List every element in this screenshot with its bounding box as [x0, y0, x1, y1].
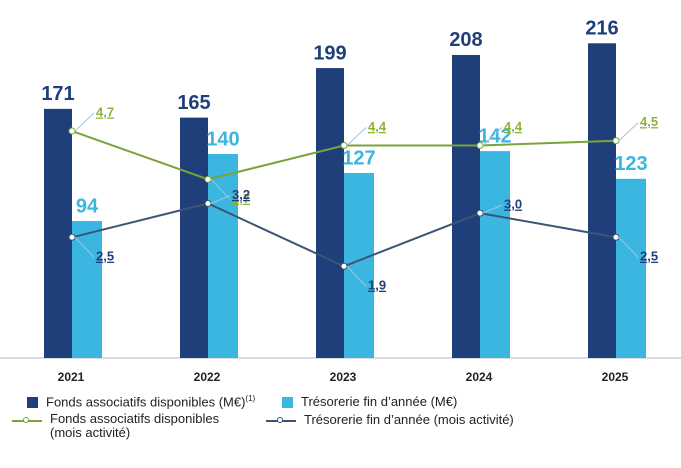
chart: 2021 2022 2023 2024 2025 171 165 199 208 216 94 140…: [0, 18, 681, 384]
legend-item: Fonds associatifs disponibles (mois acti…: [12, 412, 252, 440]
x-tick-label: 2024: [466, 370, 493, 384]
line-data-label: 4,5: [640, 114, 658, 129]
leader-line: [74, 236, 95, 258]
legend-item: Trésorerie fin d’année (mois activité): [266, 412, 514, 427]
leader-line: [210, 178, 231, 200]
data-label: 208: [449, 29, 482, 51]
bar: [588, 43, 616, 359]
leader-line: [210, 195, 231, 204]
line-data-label: 3,0: [504, 197, 522, 212]
bar: [208, 154, 238, 358]
x-tick-label: 2022: [194, 370, 221, 384]
legend-swatch: [27, 397, 38, 408]
bar: [72, 221, 102, 358]
legend-label: Fonds associatifs disponibles (M€)(1): [46, 394, 255, 409]
legend-text: Fonds associatifs disponibles (M€): [46, 394, 246, 410]
leader-line: [482, 127, 503, 146]
line-point: [68, 127, 76, 135]
legend-line: [266, 417, 296, 423]
line-data-label: 2,5: [640, 249, 658, 264]
data-label: 94: [76, 195, 99, 217]
footnote-marker: (1): [245, 394, 256, 403]
legend: Fonds associatifs disponibles (M€)(1) Tr…: [0, 384, 681, 468]
line-data-label: 2,5: [96, 249, 114, 264]
bar: [44, 108, 72, 358]
line-point: [340, 142, 348, 150]
bar: [316, 68, 344, 359]
legend-line: [12, 417, 42, 423]
line-point: [204, 175, 212, 183]
line-point: [476, 142, 484, 150]
data-label: 165: [177, 92, 210, 114]
leader-line: [618, 122, 639, 142]
line-point: [612, 233, 620, 241]
data-label: 123: [614, 153, 647, 175]
legend-item: Trésorerie fin d’année (M€): [282, 394, 457, 409]
legend-swatch: [282, 397, 293, 408]
line-data-label: 4,7: [96, 104, 114, 119]
bar: [344, 172, 374, 358]
x-tick-label: 2025: [602, 370, 629, 384]
legend-item: Fonds associatifs disponibles (M€)(1): [27, 394, 255, 409]
data-label: 127: [342, 147, 375, 169]
bar: [180, 117, 208, 359]
line-point: [340, 262, 348, 270]
line-point: [612, 137, 620, 145]
line-data-label: 1,9: [368, 278, 386, 293]
line-data-label: 3,2: [232, 187, 250, 202]
x-tick-label: 2023: [330, 370, 357, 384]
data-label: 199: [313, 42, 346, 64]
legend-text: Trésorerie fin d’année (mois activité): [304, 412, 514, 427]
bar: [452, 54, 480, 359]
x-tick-label: 2021: [58, 370, 85, 384]
leader-line: [346, 265, 367, 287]
leader-line: [74, 112, 95, 132]
bar: [616, 178, 646, 358]
leader-line: [618, 236, 639, 258]
data-label: 140: [206, 128, 239, 150]
line-point: [68, 233, 76, 241]
data-label: 216: [585, 18, 618, 40]
legend-text: Trésorerie fin d’année (M€): [301, 394, 458, 409]
data-label: 171: [41, 83, 74, 105]
line-data-label: 4,4: [504, 119, 523, 134]
line-point: [476, 209, 484, 217]
leader-line: [482, 204, 503, 214]
line-data-label: 4,4: [368, 119, 387, 134]
bar: [480, 151, 510, 358]
line-point: [204, 199, 212, 207]
legend-text: Fonds associatifs disponibles (mois acti…: [50, 411, 220, 440]
leader-line: [346, 127, 367, 146]
line-data-label: 3,7: [232, 191, 250, 206]
